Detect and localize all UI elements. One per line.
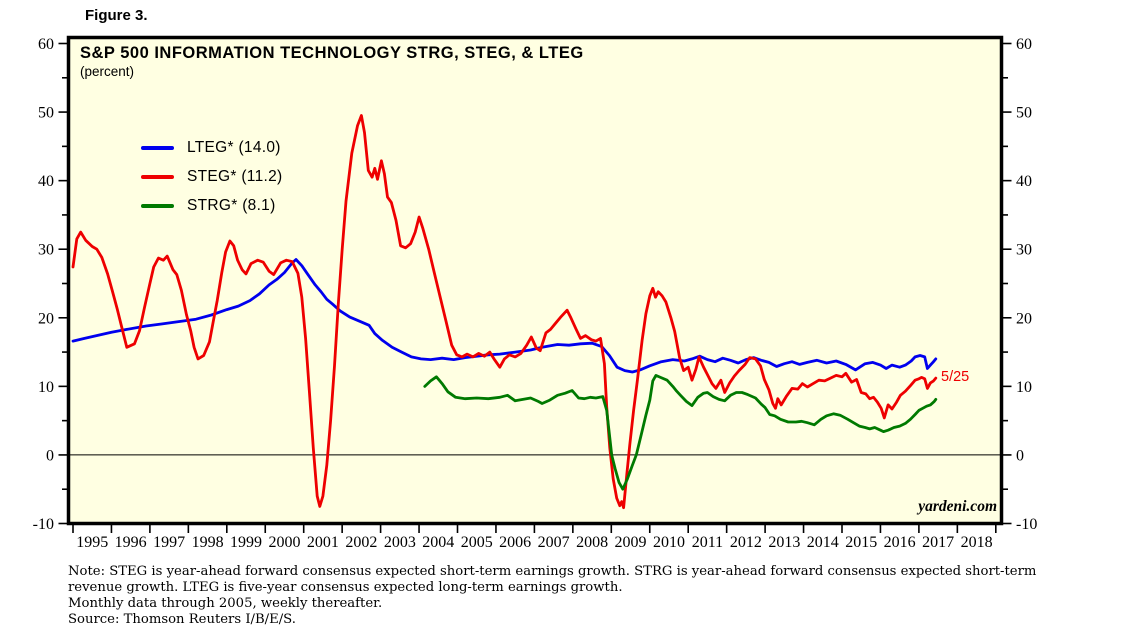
x-axis-year-label: 2018 xyxy=(961,534,993,551)
y-axis-label-right: 10 xyxy=(1016,379,1032,396)
y-axis-label-left: 10 xyxy=(38,379,54,396)
strg-line-swatch xyxy=(141,203,174,208)
chart-subtitle: (percent) xyxy=(80,64,135,79)
x-axis-year-label: 2011 xyxy=(692,534,723,551)
y-axis-label-left: 0 xyxy=(46,447,54,464)
plot-area xyxy=(68,37,1002,524)
x-axis-year-label: 2004 xyxy=(422,534,454,551)
legend-item-steg: STEG* (11.2) xyxy=(141,162,282,191)
x-axis-year-label: 2013 xyxy=(768,534,800,551)
footnote-line: Note: STEG is year-ahead forward consens… xyxy=(68,564,1037,579)
latest-value-annotation: 5/25 xyxy=(941,369,970,385)
footnote-line: revenue growth. LTEG is five-year consen… xyxy=(68,580,623,595)
x-axis-year-label: 2016 xyxy=(884,534,916,551)
y-axis-label-right: 50 xyxy=(1016,105,1032,122)
y-axis-label-left: 20 xyxy=(38,310,54,327)
y-axis-label-left: 40 xyxy=(38,173,54,190)
lteg-line-swatch xyxy=(141,145,174,150)
x-axis-year-label: 2000 xyxy=(268,534,300,551)
y-axis-label-right: 30 xyxy=(1016,242,1032,259)
y-axis-label-left: 30 xyxy=(38,242,54,259)
legend-label-strg: STRG* (8.1) xyxy=(187,196,276,214)
x-axis-year-label: 2012 xyxy=(730,534,762,551)
plot-frame xyxy=(66,35,1004,526)
y-axis-label-left: 60 xyxy=(38,36,54,53)
y-axis-label-right: 40 xyxy=(1016,173,1032,190)
chart-title: S&P 500 INFORMATION TECHNOLOGY STRG, STE… xyxy=(80,44,584,62)
x-axis-year-label: 1998 xyxy=(192,534,224,551)
figure-label: Figure 3. xyxy=(85,7,148,24)
footnote-line: Monthly data through 2005, weekly therea… xyxy=(68,596,383,611)
footnotes: Note: STEG is year-ahead forward consens… xyxy=(68,564,1036,628)
y-axis-label-right: 0 xyxy=(1016,447,1024,464)
y-axis-label-left: -10 xyxy=(33,516,54,533)
x-axis-year-label: 2014 xyxy=(807,534,839,551)
legend: LTEG* (14.0) STEG* (11.2) STRG* (8.1) xyxy=(141,133,282,220)
y-axis-label-right: -10 xyxy=(1016,516,1037,533)
legend-label-steg: STEG* (11.2) xyxy=(187,167,283,185)
watermark: yardeni.com xyxy=(918,498,997,515)
x-axis-year-label: 2007 xyxy=(538,534,570,551)
x-axis-year-label: 2003 xyxy=(384,534,416,551)
series-line-strg xyxy=(423,373,938,491)
series-line-lteg xyxy=(71,258,938,374)
x-axis-year-label: 1997 xyxy=(153,534,185,551)
x-axis-year-label: 2017 xyxy=(922,534,954,551)
x-axis-year-label: 2002 xyxy=(345,534,377,551)
x-axis-year-label: 2005 xyxy=(461,534,493,551)
x-axis-year-label: 1999 xyxy=(230,534,262,551)
y-axis-label-right: 20 xyxy=(1016,310,1032,327)
series-line-steg xyxy=(71,114,938,510)
steg-line-swatch xyxy=(141,174,174,179)
x-axis-year-label: 2001 xyxy=(307,534,339,551)
x-axis-year-label: 1996 xyxy=(115,534,147,551)
y-axis-label-left: 50 xyxy=(38,105,54,122)
chart-canvas: -10 -10 0 0 10 10 20 20 30 30 40 40 50 50 60 60 1995 1996… xyxy=(33,35,1037,551)
legend-item-lteg: LTEG* (14.0) xyxy=(141,133,282,162)
legend-label-lteg: LTEG* (14.0) xyxy=(187,138,281,156)
x-axis-year-label: 2010 xyxy=(653,534,685,551)
x-axis-year-label: 2008 xyxy=(576,534,608,551)
y-axis-label-right: 60 xyxy=(1016,36,1032,53)
x-axis-year-label: 2006 xyxy=(499,534,531,551)
legend-item-strg: STRG* (8.1) xyxy=(141,191,282,220)
x-axis-year-label: 2009 xyxy=(615,534,647,551)
footnote-line: Source: Thomson Reuters I/B/E/S. xyxy=(68,612,296,627)
x-axis-year-label: 1995 xyxy=(76,534,108,551)
x-axis-year-label: 2015 xyxy=(845,534,877,551)
